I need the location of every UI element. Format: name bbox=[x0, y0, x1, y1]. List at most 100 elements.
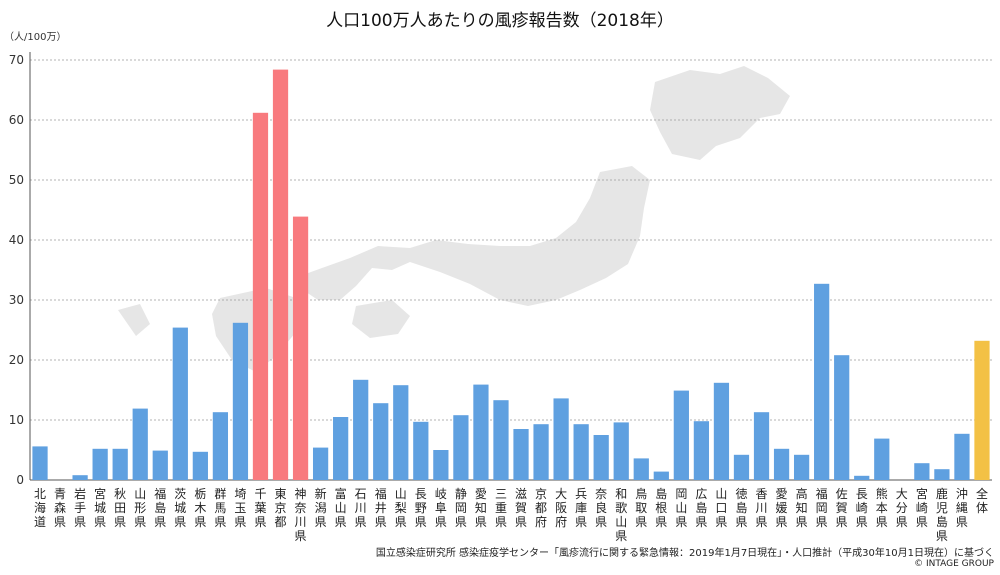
x-tick-label: 埼玉県 bbox=[234, 487, 246, 529]
x-tick-label: 長野県 bbox=[415, 487, 427, 529]
bar bbox=[132, 408, 148, 480]
x-tick-label: 北海道 bbox=[34, 487, 46, 529]
bar bbox=[453, 415, 469, 480]
bar bbox=[393, 385, 409, 480]
axes: 0 10 20 30 40 50 60 70 bbox=[9, 52, 992, 487]
x-tick-label: 岡山県 bbox=[675, 487, 687, 529]
x-tick-label: 佐賀県 bbox=[836, 487, 848, 529]
bar bbox=[493, 400, 509, 480]
x-tick-label: 京都府 bbox=[535, 487, 547, 529]
x-tick-label: 静岡県 bbox=[455, 487, 467, 529]
bar bbox=[593, 435, 609, 480]
x-tick-label: 新潟県 bbox=[315, 486, 327, 529]
bar bbox=[252, 112, 269, 481]
bar bbox=[272, 69, 289, 480]
x-tick-label: 熊本県 bbox=[876, 486, 888, 529]
bar bbox=[413, 421, 429, 480]
x-tick-label: 群馬県 bbox=[214, 487, 226, 529]
x-tick-label: 石川県 bbox=[355, 487, 367, 529]
x-tick-label: 和歌山県 bbox=[615, 487, 627, 543]
x-tick-label: 宮崎県 bbox=[916, 486, 928, 529]
x-tick-label: 広島県 bbox=[695, 487, 707, 529]
x-tick-label: 青森県 bbox=[54, 487, 66, 529]
bar bbox=[513, 429, 529, 480]
bar bbox=[172, 327, 188, 480]
gridlines bbox=[30, 59, 992, 421]
y-tick-label: 0 bbox=[16, 473, 24, 487]
x-tick-label: 東京都 bbox=[275, 487, 287, 529]
bar bbox=[834, 355, 850, 480]
y-tick-label: 60 bbox=[9, 113, 24, 127]
x-tick-label: 鹿児島県 bbox=[936, 486, 948, 543]
x-tick-label: 宮城県 bbox=[94, 486, 106, 529]
bar bbox=[713, 382, 730, 480]
bar bbox=[874, 438, 890, 480]
x-tick-label: 全体 bbox=[976, 486, 988, 515]
bar bbox=[112, 448, 128, 480]
bar bbox=[553, 398, 569, 480]
bar bbox=[333, 417, 349, 480]
japan-map-background bbox=[118, 66, 790, 372]
bar bbox=[793, 454, 810, 480]
bar bbox=[854, 475, 870, 480]
x-tick-label: 岐阜県 bbox=[435, 487, 447, 529]
x-tick-label: 滋賀県 bbox=[515, 487, 527, 529]
bar bbox=[212, 412, 229, 480]
x-tick-label: 富山県 bbox=[335, 486, 347, 529]
x-tick-label: 島根県 bbox=[655, 486, 667, 529]
bar bbox=[292, 216, 309, 480]
bar bbox=[232, 322, 249, 480]
bar bbox=[533, 424, 549, 480]
x-tick-label: 香川県 bbox=[756, 487, 768, 529]
y-axis-unit-label: （人/100万） bbox=[4, 32, 67, 43]
bar bbox=[773, 448, 790, 480]
x-tick-label: 神奈川県 bbox=[295, 487, 307, 543]
bar bbox=[954, 433, 970, 480]
bar bbox=[32, 446, 48, 480]
bar bbox=[573, 424, 589, 480]
x-tick-label: 徳島県 bbox=[735, 486, 747, 529]
bars bbox=[32, 69, 990, 481]
bar bbox=[914, 463, 930, 480]
x-tick-label: 福井県 bbox=[375, 486, 387, 529]
x-tick-label: 岩手県 bbox=[74, 486, 86, 529]
x-tick-label: 大阪府 bbox=[555, 487, 567, 529]
bar bbox=[693, 421, 710, 480]
x-tick-label: 千葉県 bbox=[254, 487, 266, 529]
bar bbox=[192, 451, 208, 480]
x-tick-label: 山梨県 bbox=[395, 487, 407, 529]
x-tick-label: 高知県 bbox=[796, 486, 808, 529]
x-tick-label: 愛媛県 bbox=[776, 487, 788, 529]
x-tick-label: 山口県 bbox=[715, 487, 727, 529]
x-tick-label: 長崎県 bbox=[856, 487, 868, 529]
bar bbox=[373, 403, 389, 480]
bar bbox=[613, 422, 629, 480]
bar bbox=[312, 447, 329, 480]
bar bbox=[473, 384, 489, 480]
x-tick-label: 栃木県 bbox=[194, 487, 206, 529]
x-tick-label: 沖縄県 bbox=[956, 487, 968, 529]
x-tick-label: 大分県 bbox=[896, 487, 908, 529]
x-tick-label: 兵庫県 bbox=[575, 487, 587, 529]
bar bbox=[433, 450, 449, 480]
y-tick-label: 70 bbox=[9, 53, 24, 67]
y-tick-label: 40 bbox=[9, 233, 24, 247]
bar bbox=[653, 471, 669, 480]
bar bbox=[353, 379, 369, 480]
bar bbox=[633, 458, 649, 480]
bar bbox=[152, 450, 168, 480]
y-tick-label: 20 bbox=[9, 353, 24, 367]
x-tick-label: 鳥取県 bbox=[635, 486, 647, 529]
x-tick-label: 秋田県 bbox=[114, 487, 126, 529]
x-tick-label: 愛知県 bbox=[475, 487, 487, 529]
bar bbox=[814, 283, 830, 480]
bar bbox=[974, 340, 990, 480]
bar bbox=[733, 454, 750, 480]
copyright: © INTAGE GROUP bbox=[914, 559, 994, 569]
x-tick-label: 山形県 bbox=[134, 487, 146, 529]
x-axis-labels: 北海道青森県岩手県宮城県秋田県山形県福島県茨城県栃木県群馬県埼玉県千葉県東京都神… bbox=[34, 486, 988, 543]
x-tick-label: 奈良県 bbox=[595, 487, 607, 529]
bar bbox=[673, 390, 689, 480]
y-tick-label: 30 bbox=[9, 293, 24, 307]
